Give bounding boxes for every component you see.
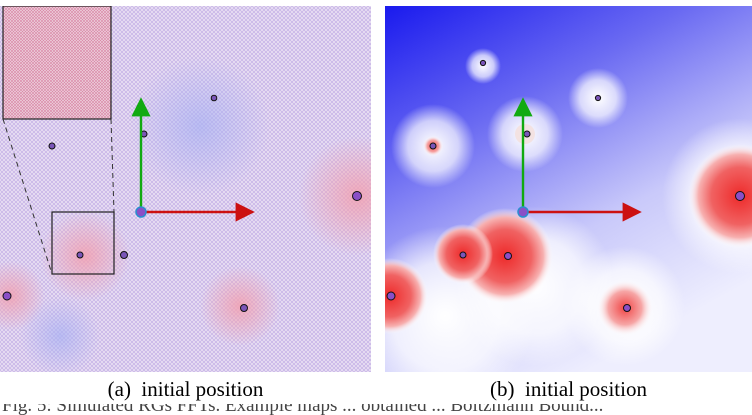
zoom-region-box xyxy=(51,211,115,275)
hot-region xyxy=(688,144,752,248)
warm-region xyxy=(40,211,130,301)
point-marker xyxy=(386,291,396,301)
point-marker xyxy=(594,94,602,102)
zoom-connector-right xyxy=(110,118,115,213)
zoom-inset xyxy=(2,6,112,120)
figure-caption-text: Fig. 5: Simulated RGs FFTs. Example maps… xyxy=(2,404,604,415)
warm-region xyxy=(298,136,371,256)
point-marker xyxy=(523,130,531,138)
point-marker xyxy=(623,304,631,312)
point-marker xyxy=(735,191,745,201)
caption-panel-b: (b) initial position xyxy=(490,377,647,401)
point-marker xyxy=(2,291,12,301)
point-marker xyxy=(120,251,128,259)
point-marker xyxy=(504,252,512,260)
panel-a-vector-field xyxy=(0,6,371,372)
hot-region xyxy=(385,258,428,334)
cool-region xyxy=(130,56,270,196)
zoom-connector-left xyxy=(2,118,53,275)
point-marker xyxy=(352,191,362,201)
point-marker xyxy=(210,94,218,102)
point-marker xyxy=(76,251,84,259)
panel-a-svg xyxy=(0,6,371,372)
point-marker xyxy=(479,59,487,67)
caption-panel-a: (a) initial position xyxy=(107,377,264,401)
warm-region xyxy=(200,266,280,346)
point-marker xyxy=(240,304,248,312)
figure-caption-clipped: Fig. 5: Simulated RGs FFTs. Example maps… xyxy=(0,404,752,415)
axis-origin xyxy=(135,206,147,218)
panel-b-heatmap xyxy=(385,6,752,372)
point-marker xyxy=(429,142,437,150)
panel-b-svg xyxy=(385,6,752,372)
cool-region xyxy=(20,296,100,372)
axis-origin xyxy=(517,206,529,218)
point-marker xyxy=(48,142,56,150)
point-markers xyxy=(2,94,362,312)
point-markers xyxy=(386,59,745,312)
point-marker xyxy=(459,251,467,259)
